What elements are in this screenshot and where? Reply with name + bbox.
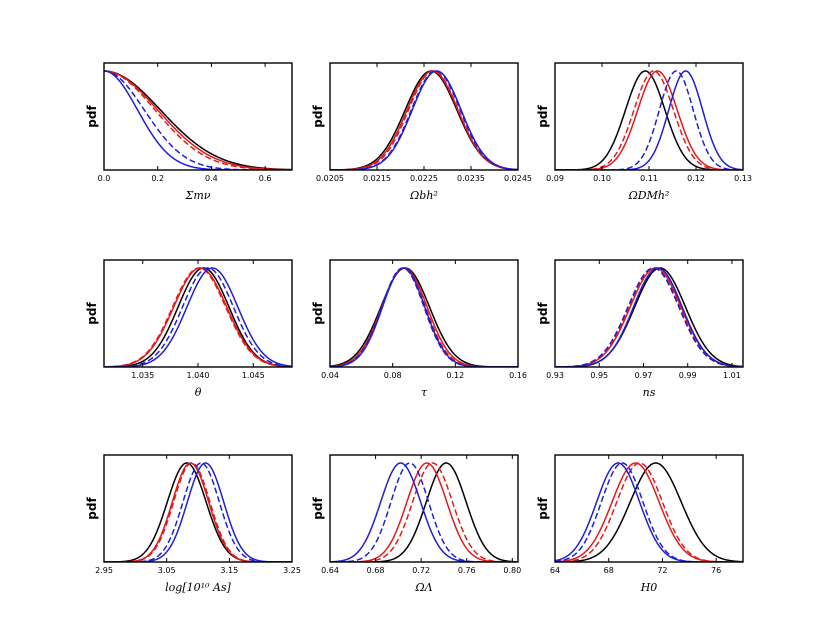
x-tick-label: 1.040: [187, 371, 210, 380]
curve-red-solid: [555, 70, 743, 170]
plot-frame: [329, 454, 519, 563]
x-tick-label: 76: [711, 566, 721, 575]
x-axis-label: τ: [421, 386, 428, 399]
curve-blue-solid: [104, 70, 292, 170]
curve-blue-solid: [555, 70, 743, 170]
plot-frame: [103, 454, 293, 563]
x-tick-label: 0.12: [446, 371, 464, 380]
x-tick-label: 0.99: [679, 371, 697, 380]
x-tick-label: 0.80: [503, 566, 521, 575]
curve-black-solid: [555, 462, 743, 562]
curve-blue-dashed: [555, 70, 743, 170]
x-tick-label: 0.09: [546, 174, 564, 183]
panel-ns: 0.93 0.95 0.97 0.99 1.01 pdf ns: [536, 259, 744, 399]
curve-red-dashed: [555, 70, 743, 170]
x-tick-label: 0.13: [734, 174, 752, 183]
x-tick-label: 0.76: [458, 566, 476, 575]
x-tick-label: 0.6: [259, 174, 272, 183]
x-tick-label: 0.04: [321, 371, 339, 380]
x-tick-label: 1.01: [723, 371, 741, 380]
panel-tau: 0.04 0.08 0.12 0.16 pdf τ: [311, 259, 527, 399]
x-axis-label: ΩDMh²: [628, 189, 670, 202]
x-tick-label: 0.4: [205, 174, 218, 183]
x-tick-label: 0.0215: [363, 174, 391, 183]
curve-red-dashed: [104, 267, 292, 367]
x-tick-label: 0.08: [384, 371, 402, 380]
panel-omega-dm-h2: 0.09 0.10 0.11 0.12 0.13 pdf ΩDMh²: [536, 62, 752, 202]
x-tick-label: 0.72: [412, 566, 430, 575]
panel-log-as: 2.95 3.05 3.15 3.25 pdf log[10¹⁰ As]: [85, 454, 301, 594]
x-tick-label: 3.15: [220, 566, 238, 575]
panel-h0: 64 68 72 76 pdf H0: [536, 454, 744, 594]
curve-black-solid: [104, 462, 292, 562]
curve-blue-dashed: [330, 70, 518, 170]
x-axis-label: Σmν: [185, 189, 211, 202]
x-tick-label: 72: [657, 566, 667, 575]
x-tick-label: 0.95: [590, 371, 608, 380]
panel-omega-lambda: 0.64 0.68 0.72 0.76 0.80 pdf ΩΛ: [311, 454, 521, 594]
curve-blue-solid: [104, 267, 292, 367]
plot-frame: [103, 62, 293, 171]
x-axis-label: H0: [640, 581, 658, 594]
y-axis-label: pdf: [536, 497, 550, 520]
curve-black-solid: [330, 70, 518, 170]
x-tick-label: 0.0245: [504, 174, 532, 183]
x-tick-label: 68: [604, 566, 614, 575]
x-axis-label: log[10¹⁰ As]: [165, 581, 231, 594]
curve-black-solid: [555, 267, 743, 367]
panel-theta: 1.035 1.040 1.045 pdf θ: [85, 259, 293, 399]
plot-frame: [554, 454, 744, 563]
plot-frame: [554, 259, 744, 368]
x-tick-label: 1.035: [131, 371, 154, 380]
y-axis-label: pdf: [311, 105, 325, 128]
curve-blue-solid: [330, 70, 518, 170]
x-tick-label: 0.0235: [457, 174, 485, 183]
curve-red-solid: [555, 462, 743, 562]
curve-red-dashed: [330, 70, 518, 170]
x-tick-label: 3.05: [158, 566, 176, 575]
curve-red-solid: [330, 70, 518, 170]
x-tick-label: 0.0: [98, 174, 111, 183]
y-axis-label: pdf: [536, 302, 550, 325]
x-axis-label: θ: [195, 386, 202, 399]
curve-blue-solid: [330, 462, 518, 562]
curve-red-dashed: [555, 267, 743, 367]
curve-blue-dashed: [104, 267, 292, 367]
y-axis-label: pdf: [311, 302, 325, 325]
panel-sum-mnu: 0.0 0.2 0.4 0.6 pdf Σmν: [85, 62, 293, 202]
y-axis-label: pdf: [85, 302, 99, 325]
y-axis-label: pdf: [85, 497, 99, 520]
x-axis-label: ns: [643, 386, 656, 399]
x-tick-label: 0.68: [367, 566, 385, 575]
x-tick-label: 0.2: [151, 174, 164, 183]
x-tick-label: 0.11: [640, 174, 658, 183]
x-tick-label: 0.97: [635, 371, 653, 380]
curve-black-solid: [555, 70, 743, 170]
panel-omega-b-h2: 0.0205 0.0215 0.0225 0.0235 0.0245 pdf Ωbh²: [311, 62, 532, 202]
curve-black-solid: [330, 267, 518, 367]
curve-red-solid: [555, 267, 743, 367]
plot-frame: [329, 259, 519, 368]
x-tick-label: 0.16: [509, 371, 527, 380]
curve-red-dashed: [104, 70, 292, 170]
x-tick-label: 0.0225: [410, 174, 438, 183]
x-tick-label: 64: [550, 566, 560, 575]
x-tick-label: 0.93: [546, 371, 564, 380]
x-tick-label: 3.25: [283, 566, 301, 575]
x-tick-label: 0.12: [687, 174, 705, 183]
x-tick-label: 2.95: [95, 566, 113, 575]
x-tick-label: 0.10: [593, 174, 611, 183]
y-axis-label: pdf: [311, 497, 325, 520]
curve-blue-dashed: [555, 267, 743, 367]
x-tick-label: 0.64: [321, 566, 339, 575]
y-axis-label: pdf: [536, 105, 550, 128]
x-axis-label: ΩΛ: [414, 581, 432, 594]
x-tick-label: 0.0205: [316, 174, 344, 183]
x-axis-label: Ωbh²: [409, 189, 438, 202]
y-axis-label: pdf: [85, 105, 99, 128]
curve-blue-solid: [555, 267, 743, 367]
x-tick-label: 1.045: [242, 371, 265, 380]
